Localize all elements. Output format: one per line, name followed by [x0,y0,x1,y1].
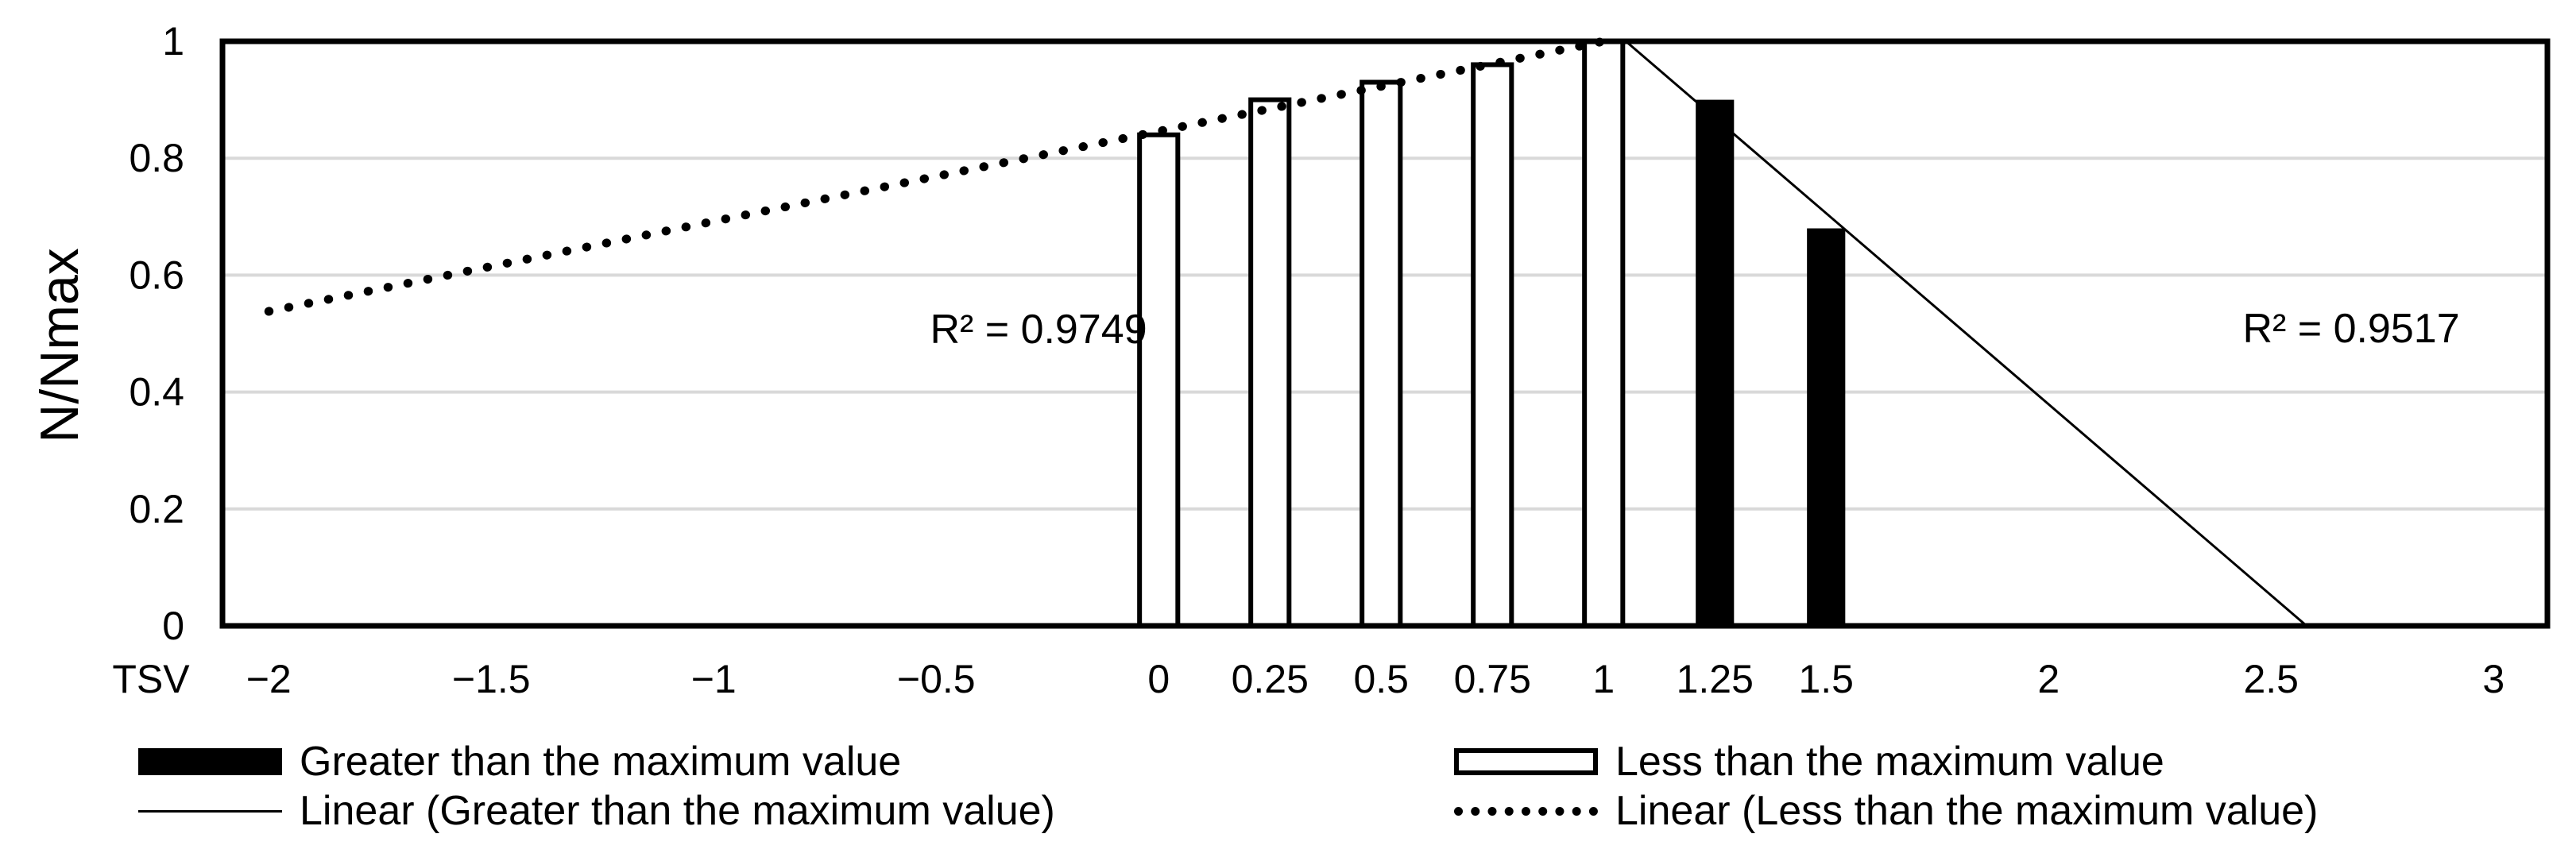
legend-label: Greater than the maximum value [300,739,902,785]
bar [1582,39,1626,628]
legend-item-less: Less than the maximum value [1454,741,2164,782]
trendline-dotted [264,37,1608,316]
x-tick-label: 3 [2482,657,2504,701]
y-tick-label: 0.4 [129,370,184,415]
x-tick-label: 2.5 [2243,657,2299,701]
y-tick-label: 0.6 [129,253,184,297]
y-axis-title: N/Nmax [29,248,90,443]
x-tick-label: 0.75 [1454,657,1531,701]
bar [1807,228,1846,626]
legend-item-linear-less: Linear (Less than the maximum value) [1454,790,2318,832]
y-tick-label: 0.8 [129,136,184,180]
x-tick-label: 1.25 [1677,657,1754,701]
r-squared-label: R² = 0.9749 [930,307,1147,353]
filled-bar-swatch [138,748,282,775]
x-axis-title: TSV [112,657,190,701]
x-tick-label: 0.25 [1232,657,1309,701]
bar [1248,97,1292,629]
legend-label: Linear (Less than the maximum value) [1615,788,2319,834]
x-tick-label: −1.5 [452,657,531,701]
y-tick-label: 1 [162,19,184,64]
legend-label: Less than the maximum value [1615,739,2164,785]
bar [1137,132,1181,628]
legend-item-greater: Greater than the maximum value [138,741,901,782]
x-tick-label: 0 [1147,657,1170,701]
x-tick-label: 1 [1592,657,1615,701]
legend-item-linear-greater: Linear (Greater than the maximum value) [138,790,1055,832]
r-squared-label: R² = 0.9517 [2242,306,2459,352]
x-tick-label: −2 [246,657,292,701]
dotted-line-swatch [1454,806,1598,816]
x-tick-label: −0.5 [897,657,976,701]
x-tick-label: 2 [2037,657,2060,701]
plot-border [219,38,2551,629]
y-tick-label: 0.2 [129,487,184,531]
y-tick-label: 0 [162,604,184,648]
x-tick-label: 1.5 [1798,657,1854,701]
bar [1360,79,1403,628]
trendline-solid [1625,40,2308,627]
bar [1696,99,1735,627]
bar [1471,62,1514,628]
legend-label: Linear (Greater than the maximum value) [300,788,1055,834]
x-tick-label: 0.5 [1353,657,1409,701]
outline-bar-swatch [1454,748,1598,775]
thin-line-swatch [138,809,282,813]
x-tick-label: −1 [691,657,737,701]
